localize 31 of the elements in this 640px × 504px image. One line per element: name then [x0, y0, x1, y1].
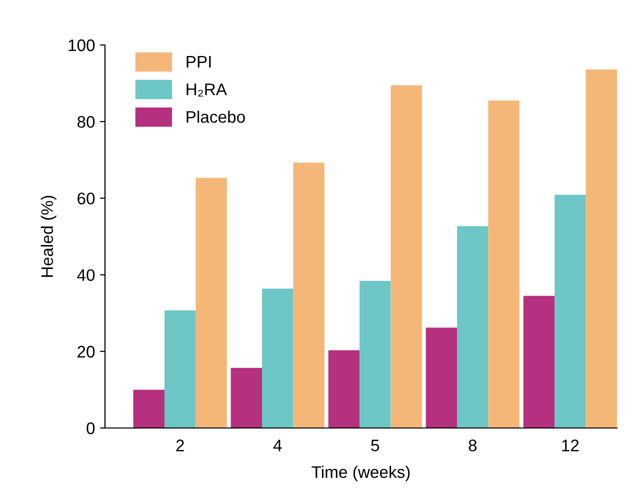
legend-label: H₂RA: [186, 84, 227, 97]
x-tick-label: 4: [273, 440, 282, 452]
bar: [293, 162, 324, 428]
y-tick-label: 40: [77, 269, 95, 282]
x-tick-label: 2: [176, 440, 184, 452]
y-tick-label: 60: [78, 192, 95, 204]
x-tick-label: 5: [371, 440, 380, 452]
bar: [262, 288, 294, 428]
bar: [426, 328, 458, 428]
bar: [196, 178, 227, 428]
bar: [390, 85, 422, 428]
y-tick-label: 100: [68, 39, 95, 52]
bar: [523, 296, 555, 428]
bar: [360, 280, 391, 428]
legend-label: Placebo: [186, 110, 245, 123]
y-tick-label: 80: [77, 116, 95, 128]
y-tick-label: 20: [78, 346, 95, 358]
bar: [488, 100, 520, 428]
bar: [164, 310, 196, 428]
bar: [554, 194, 586, 428]
bar: [586, 70, 617, 428]
bar: [457, 226, 488, 428]
x-tick-label: 12: [562, 440, 579, 452]
y-tick-label: 0: [86, 422, 95, 434]
bar: [230, 368, 262, 428]
bar: [328, 350, 360, 428]
y-axis-title: Healed (%): [40, 196, 56, 277]
x-tick-label: 8: [468, 440, 477, 452]
x-axis-title: Time (weeks): [312, 466, 410, 482]
legend-label: PPI: [186, 56, 211, 68]
bar: [133, 390, 164, 428]
